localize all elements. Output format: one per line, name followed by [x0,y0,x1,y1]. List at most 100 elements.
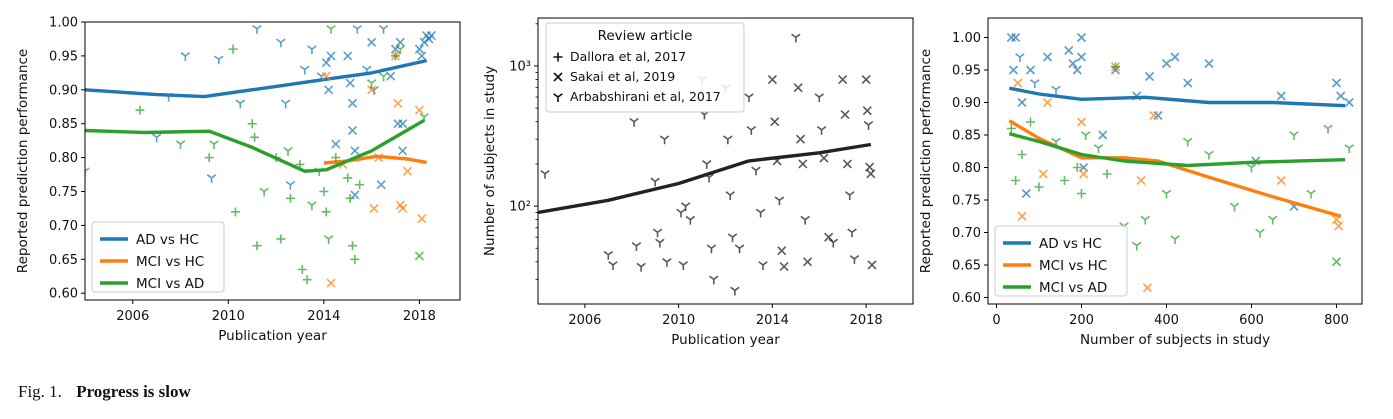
data-point-glyph [1170,235,1180,244]
data-point-glyph [862,106,872,116]
data-point [1204,58,1214,69]
x-axis-label: Publication year [218,328,327,344]
data-point [795,134,806,144]
data-point [867,260,877,270]
data-point [1006,32,1016,43]
data-point [608,261,618,270]
data-point-glyph [746,126,757,135]
data-point [1161,58,1172,69]
data-point [213,55,224,65]
data-point [730,286,740,296]
data-point [1144,71,1155,82]
data-point [326,24,336,34]
data-point [175,140,186,150]
data-point [1013,78,1023,88]
data-point [1204,150,1214,160]
data-point-glyph [1034,182,1044,192]
data-point [355,180,365,190]
data-point [800,215,810,225]
data-point-glyph [85,167,90,177]
trend-line [1008,119,1342,218]
data-point [391,51,401,61]
data-point-glyph [228,44,238,54]
data-point-glyph [1323,124,1333,134]
data-point-glyph [393,98,403,108]
x-tick-label: 2014 [756,313,789,328]
data-point-glyph [252,24,262,34]
data-point [402,166,413,176]
data-point-glyph [419,37,429,47]
legend-marker [553,93,563,102]
data-point-glyph [636,262,646,272]
data-point-glyph [1011,176,1021,185]
data-point [819,153,829,163]
data-point [706,244,717,254]
data-point-glyph [793,83,803,93]
data-point-glyph [1331,78,1342,88]
data-point [655,238,665,248]
data-point-glyph [321,58,331,68]
data-point-glyph [662,257,672,267]
data-point [636,262,646,272]
data-point-glyph [331,139,341,149]
data-point-glyph [1076,52,1087,62]
data-point-glyph [867,260,877,270]
legend-marker [553,72,563,82]
data-point-glyph [326,51,336,61]
data-point-glyph [734,244,745,254]
data-point-glyph [1076,117,1087,127]
data-point [767,74,777,85]
data-point [777,246,787,256]
data-point [678,261,689,270]
data-point [1038,169,1048,179]
data-point-glyph [1144,71,1155,82]
data-point [842,159,852,169]
data-point [816,126,827,135]
data-point [347,98,358,108]
data-point-glyph [678,261,689,270]
data-point [1246,163,1257,173]
data-point-glyph [391,51,401,61]
data-point-glyph [299,65,310,75]
data-point-glyph [840,109,850,120]
data-point [1029,79,1040,88]
data-point-glyph [426,30,436,41]
data-point [414,251,424,261]
data-point-glyph [395,45,406,55]
data-point [838,74,848,85]
data-point [1076,32,1087,43]
data-point [230,207,240,217]
data-point [366,79,377,89]
legend-entry-label: Arbabshirani et al, 2017 [570,89,721,104]
data-point [85,167,90,177]
data-point-glyph [1064,45,1074,56]
data-point-glyph [1006,32,1016,43]
data-point-glyph [347,98,358,108]
data-point [252,24,262,34]
data-point-glyph [1072,65,1082,75]
data-point [863,121,874,130]
data-point-glyph [838,74,848,85]
data-point [1306,189,1316,199]
data-point-glyph [1276,91,1286,101]
data-point-glyph [1182,137,1193,147]
data-point [426,30,436,41]
data-point-glyph [1136,175,1146,186]
data-point-glyph [779,262,789,272]
data-point [662,257,672,267]
trend-line [323,154,427,165]
data-point-glyph [1051,85,1061,95]
x-tick-label: 2010 [662,313,695,328]
series-2 [85,24,429,285]
data-point-glyph [795,134,806,144]
data-point-glyph [650,177,660,187]
data-point-glyph [230,207,240,217]
data-point [307,45,317,55]
data-point [699,110,710,120]
data-point-glyph [352,24,363,34]
data-point-glyph [1080,131,1091,140]
data-point-glyph [331,153,341,163]
data-point [540,169,550,179]
data-point [367,37,377,47]
x-tick-label: 2018 [403,309,436,324]
